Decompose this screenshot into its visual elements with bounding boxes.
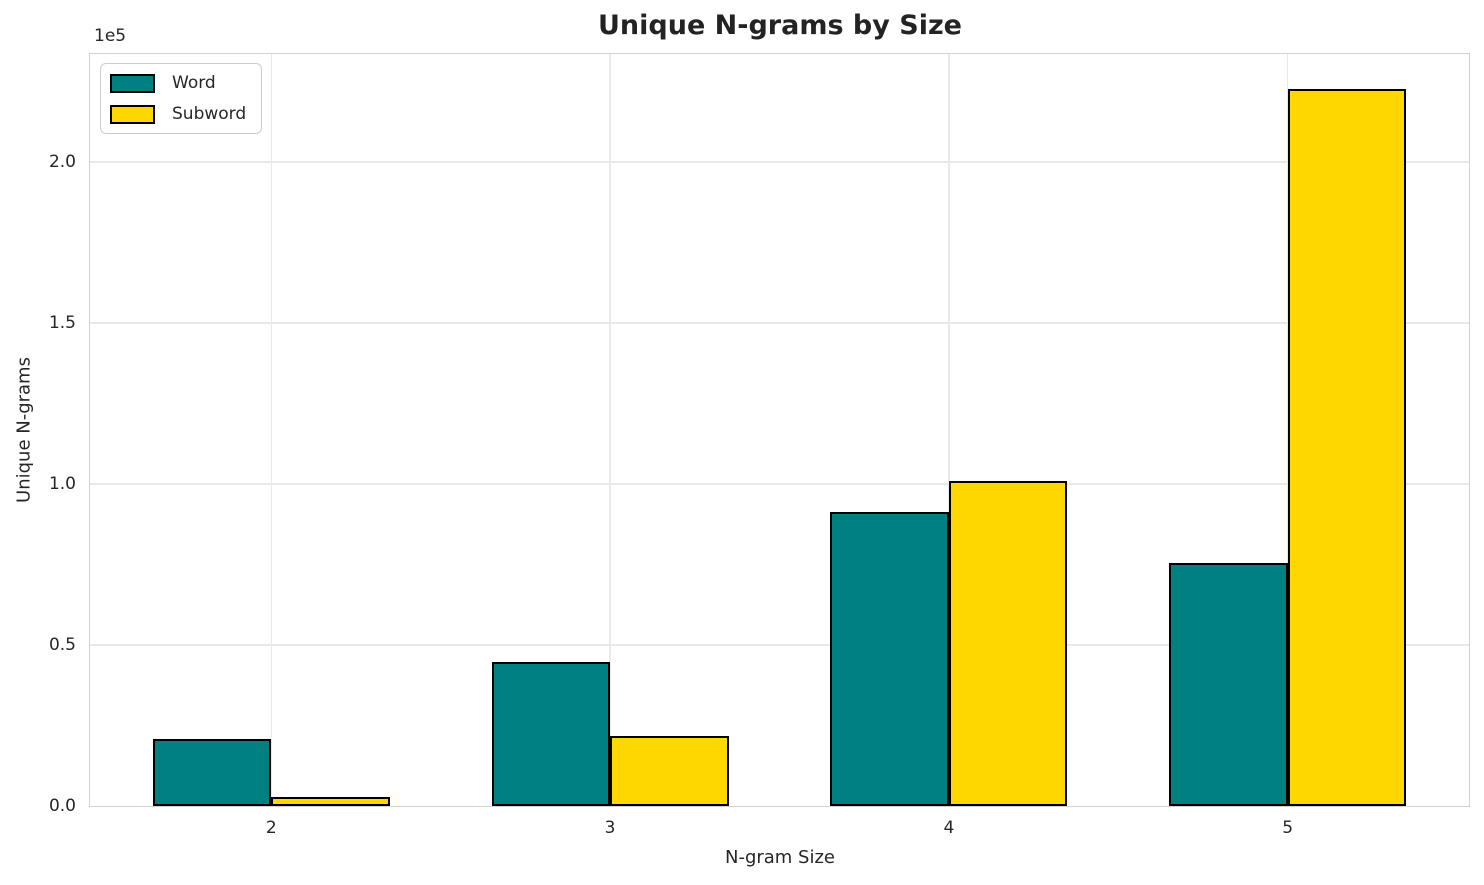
gridline-vertical: [948, 54, 950, 806]
y-axis-offset-label: 1e5: [94, 26, 127, 46]
y-tick-label: 0.5: [48, 634, 76, 655]
bar-word-ngram-5: [1169, 562, 1288, 806]
legend: Word Subword: [100, 63, 263, 134]
bar-word-ngram-4: [830, 511, 949, 806]
bar-subword-ngram-2: [271, 796, 390, 806]
legend-swatch-subword: [110, 104, 155, 124]
legend-label: Subword: [172, 104, 247, 124]
x-tick-label: 4: [943, 818, 955, 838]
x-tick-label: 5: [1282, 818, 1294, 838]
gridline-horizontal: [90, 161, 1469, 163]
x-tick-label: 3: [604, 818, 616, 838]
y-tick-label: 1.0: [48, 473, 76, 494]
x-axis-label: N-gram Size: [724, 847, 836, 868]
chart-title: Unique N-grams by Size: [598, 10, 962, 41]
bar-word-ngram-2: [152, 738, 272, 806]
legend-label: Word: [172, 73, 216, 93]
gridline-vertical: [609, 54, 611, 806]
y-tick-label: 2.0: [48, 151, 76, 172]
gridline-horizontal: [90, 644, 1469, 646]
bar-subword-ngram-3: [610, 736, 729, 806]
plot-area: 0.0 0.5 1.0 1.5 2.0 2 3 4 5 Word Subword: [49, 53, 1470, 838]
gridline-horizontal: [90, 322, 1469, 324]
legend-entry-subword: Subword: [110, 104, 246, 124]
gridline-horizontal: [90, 483, 1469, 485]
bar-word-ngram-3: [491, 662, 611, 806]
legend-entry-word: Word: [110, 73, 246, 93]
legend-swatch-word: [110, 73, 155, 93]
bar-subword-ngram-4: [948, 480, 1068, 806]
y-tick-label: 1.5: [48, 312, 76, 333]
gridline-vertical: [270, 54, 273, 806]
x-tick-label: 2: [265, 818, 277, 838]
y-tick-label: 0.0: [48, 796, 76, 816]
bar-subword-ngram-5: [1287, 89, 1407, 806]
